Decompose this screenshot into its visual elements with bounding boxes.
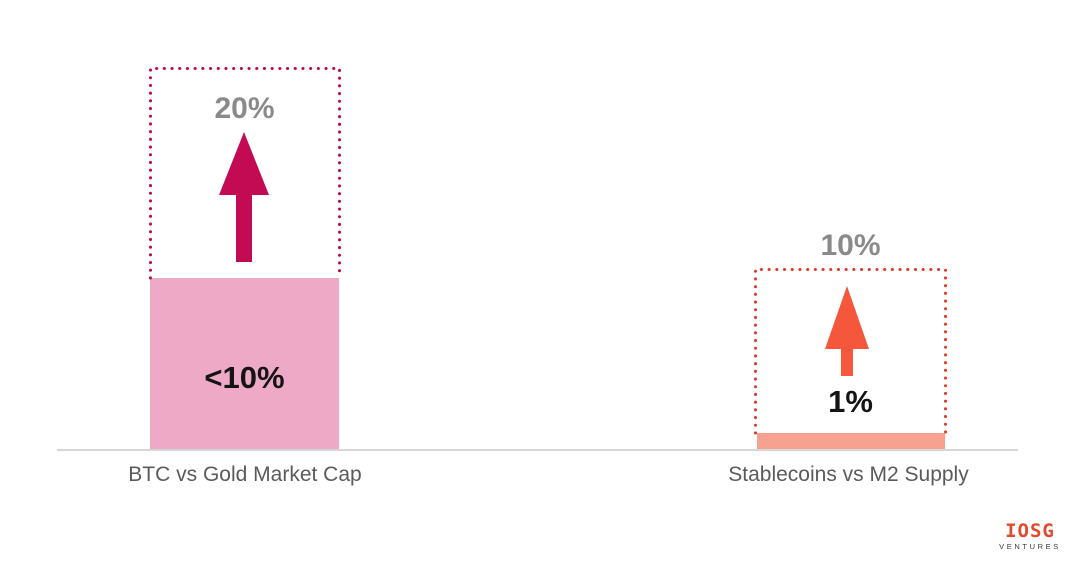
category-label-btc: BTC vs Gold Market Cap	[128, 463, 362, 486]
up-arrow-icon-btc	[219, 132, 269, 262]
current-value-stablecoins: 1%	[828, 384, 873, 419]
logo-brand-text: IOSG	[1005, 520, 1055, 542]
projected-value-btc: 20%	[214, 92, 275, 125]
x-axis-line	[57, 449, 1018, 451]
category-label-stablecoins: Stablecoins vs M2 Supply	[728, 463, 969, 486]
current-value-btc: <10%	[204, 360, 285, 395]
bar-btc-vs-gold	[150, 278, 339, 451]
iosg-ventures-logo: IOSG VENTURES	[993, 520, 1067, 552]
projected-value-stablecoins: 10%	[820, 229, 881, 262]
logo-subtext: VENTURES	[999, 542, 1061, 551]
up-arrow-icon-stablecoins	[825, 286, 869, 376]
bar-stablecoins-vs-m2	[757, 433, 945, 451]
